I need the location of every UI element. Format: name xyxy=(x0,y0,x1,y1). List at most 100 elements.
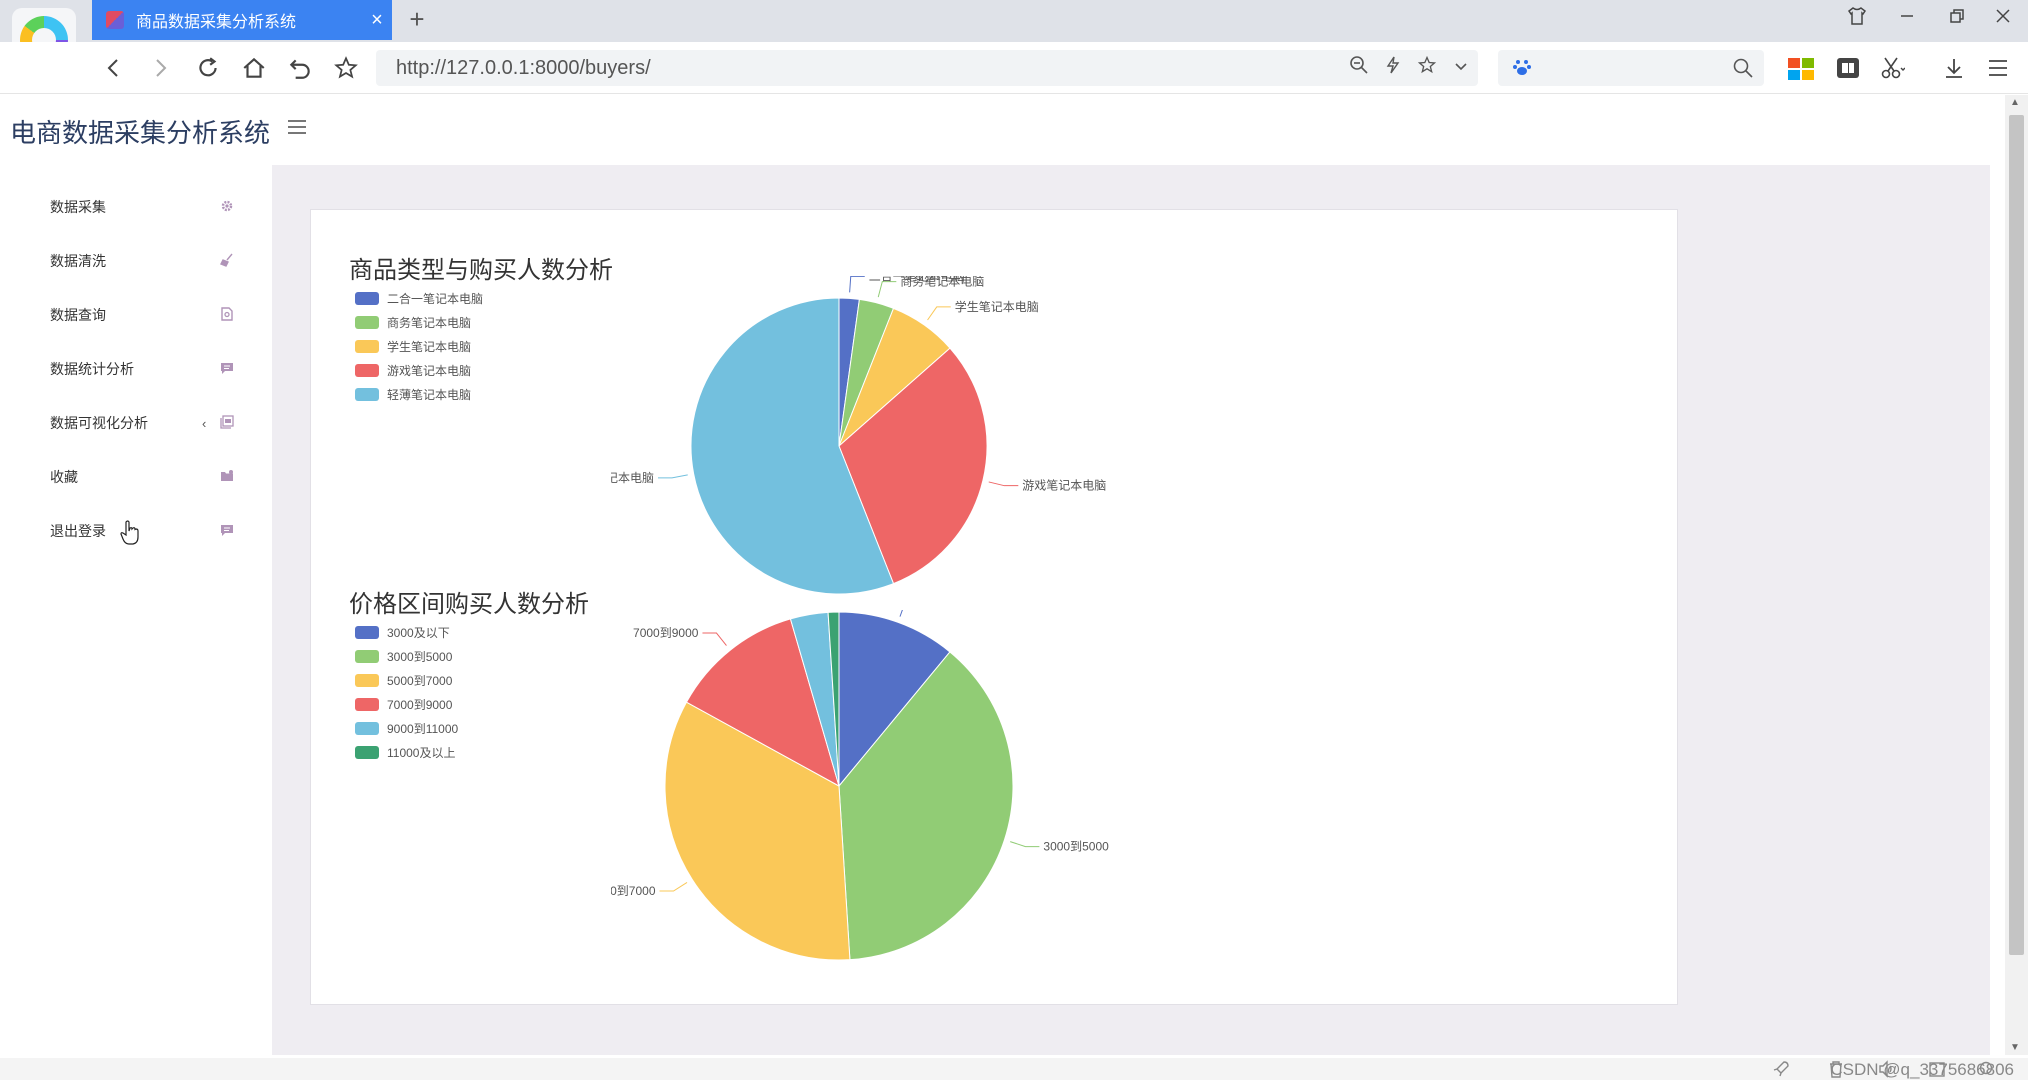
pie-slice[interactable] xyxy=(838,347,988,585)
sidebar-item-statistics[interactable]: 数据统计分析 xyxy=(0,349,272,389)
legend-item[interactable]: 3000到5000 xyxy=(355,644,458,668)
minimize-icon[interactable] xyxy=(1892,6,1922,32)
address-bar[interactable]: http://127.0.0.1:8000/buyers/ xyxy=(376,50,1478,86)
sidebar-item-label: 退出登录 xyxy=(50,523,106,539)
scroll-down-arrow-icon[interactable]: ▼ xyxy=(2010,1042,2020,1053)
scroll-up-arrow-icon[interactable]: ▲ xyxy=(2010,97,2020,108)
close-icon[interactable] xyxy=(1988,6,2018,32)
layers-icon xyxy=(220,414,234,432)
legend-swatch xyxy=(355,625,379,639)
pie-slice[interactable] xyxy=(838,651,1014,961)
legend-item[interactable]: 9000到11000 xyxy=(355,716,458,740)
pie-slice-label: 7000到9000 xyxy=(633,626,699,640)
main-content: 商品类型与购买人数分析 二合一笔记本电脑 商务笔记本电脑 学生笔记本电脑 游戏笔记本电… xyxy=(272,165,1990,1055)
sidebar-item-label: 数据可视化分析 xyxy=(50,415,148,431)
sidebar-item-data-cleaning[interactable]: 数据清洗 xyxy=(0,241,272,281)
pie-slice-label: 5000到7000 xyxy=(611,884,656,898)
app-header: 电商数据采集分析系统 xyxy=(0,95,2000,165)
rocket-icon[interactable] xyxy=(1772,1060,1790,1083)
sidebar-item-favorites[interactable]: 收藏 xyxy=(0,457,272,497)
scissors-icon[interactable] xyxy=(1876,52,1908,84)
window-icon[interactable] xyxy=(1928,1060,1946,1083)
chevron-down-icon[interactable] xyxy=(1444,57,1478,80)
trash-icon[interactable] xyxy=(1828,1060,1844,1083)
home-icon[interactable] xyxy=(236,50,272,86)
sidebar-item-data-collection[interactable]: 数据采集 xyxy=(0,187,272,227)
sidebar-item-logout[interactable]: 退出登录 xyxy=(0,511,272,551)
back-icon[interactable] xyxy=(96,50,132,86)
app-title: 电商数据采集分析系统 xyxy=(10,118,271,148)
lightning-icon[interactable] xyxy=(1376,55,1410,81)
legend-item[interactable]: 7000到9000 xyxy=(355,692,458,716)
chat-icon xyxy=(220,361,234,378)
sidebar-item-visualization[interactable]: 数据可视化分析 ‹ xyxy=(0,403,272,443)
favorite-star-icon[interactable] xyxy=(1410,55,1444,81)
app-root: 电商数据采集分析系统 数据采集 数据清洗 数据查询 数据统计分析 xyxy=(0,95,2000,1080)
legend-item[interactable]: 游戏笔记本电脑 xyxy=(355,358,483,382)
browser-tab[interactable]: 商品数据采集分析系统 × xyxy=(92,0,392,40)
pie-slice[interactable] xyxy=(690,297,895,595)
restore-icon[interactable] xyxy=(1942,6,1972,32)
new-tab-button[interactable]: + xyxy=(409,4,425,34)
baidu-paw-icon xyxy=(1512,57,1534,79)
pie-label-line xyxy=(877,281,897,298)
tab-close-icon[interactable]: × xyxy=(371,8,383,31)
url-text[interactable]: http://127.0.0.1:8000/buyers/ xyxy=(396,56,651,79)
speaker-icon[interactable] xyxy=(1878,1060,1896,1083)
legend-label: 9000到11000 xyxy=(387,721,459,736)
legend-swatch xyxy=(355,291,379,305)
legend-swatch xyxy=(355,387,379,401)
chevron-left-icon[interactable]: ‹ xyxy=(202,415,207,431)
shirt-icon[interactable] xyxy=(1842,6,1872,32)
legend-item[interactable]: 学生笔记本电脑 xyxy=(355,334,483,358)
page-scrollbar[interactable]: ▲ ▼ xyxy=(2005,95,2028,1055)
pie-slice-label: 学生笔记本电脑 xyxy=(955,299,1039,314)
chart-title-product-type: 商品类型与购买人数分析 xyxy=(349,257,613,284)
pie-slice[interactable] xyxy=(838,611,951,788)
folder-icon xyxy=(220,469,234,486)
watermark-text: CSDN @q_3375686806 xyxy=(1830,1060,2014,1079)
legend-swatch xyxy=(355,721,379,735)
pie-slice[interactable] xyxy=(685,618,840,788)
refresh-icon[interactable] xyxy=(190,50,226,86)
chart-card: 商品类型与购买人数分析 二合一笔记本电脑 商务笔记本电脑 学生笔记本电脑 游戏笔记本电… xyxy=(310,209,1678,1005)
legend-item[interactable]: 11000及以上 xyxy=(355,740,458,764)
legend-label: 学生笔记本电脑 xyxy=(387,339,472,354)
legend-swatch xyxy=(355,363,379,377)
legend-label: 7000到9000 xyxy=(387,697,453,712)
legend-swatch xyxy=(355,315,379,329)
scrollbar-thumb[interactable] xyxy=(2009,115,2024,955)
site-favicon-icon xyxy=(106,11,124,29)
sidebar-item-data-query[interactable]: 数据查询 xyxy=(0,295,272,335)
pie-slice[interactable] xyxy=(827,611,840,787)
zoom-icon[interactable] xyxy=(1342,55,1376,81)
forward-icon[interactable] xyxy=(142,50,178,86)
browser-status-bar: CSDN @q_3375686806 xyxy=(0,1058,2028,1080)
legend-item[interactable]: 轻薄笔记本电脑 xyxy=(355,382,483,406)
legend-label: 11000及以上 xyxy=(387,745,456,760)
undo-icon[interactable] xyxy=(282,50,318,86)
search-input[interactable] xyxy=(1498,50,1764,86)
browser-tab-bar: 商品数据采集分析系统 × + xyxy=(0,0,2028,42)
apps-grid-icon[interactable] xyxy=(1784,52,1816,84)
hamburger-menu-icon[interactable] xyxy=(286,115,308,143)
legend-item[interactable]: 商务笔记本电脑 xyxy=(355,310,483,334)
menu-icon[interactable] xyxy=(1982,52,2014,84)
search-small-icon[interactable] xyxy=(1978,1060,1996,1083)
bookmark-star-icon[interactable] xyxy=(328,50,364,86)
pie-label-line xyxy=(927,306,951,321)
pie-chart-price-range: 3000及以下3000到50005000到70007000到90009000到1… xyxy=(611,610,1109,961)
pie-slice-label: 商务笔记本电脑 xyxy=(900,276,984,289)
chart-legend-price-range: 3000及以下 3000到5000 5000到7000 7000到9000 9000到1… xyxy=(355,620,458,764)
legend-swatch xyxy=(355,697,379,711)
reader-icon[interactable] xyxy=(1832,52,1864,84)
legend-item[interactable]: 3000及以下 xyxy=(355,620,458,644)
legend-item[interactable]: 5000到7000 xyxy=(355,668,458,692)
pie-slice-label: 3000到5000 xyxy=(1043,840,1109,854)
logout-icon xyxy=(220,523,234,540)
search-icon[interactable] xyxy=(1732,54,1754,85)
download-icon[interactable] xyxy=(1938,52,1970,84)
legend-item[interactable]: 二合一笔记本电脑 xyxy=(355,286,483,310)
legend-label: 3000及以下 xyxy=(387,625,450,640)
legend-label: 3000到5000 xyxy=(387,649,453,664)
